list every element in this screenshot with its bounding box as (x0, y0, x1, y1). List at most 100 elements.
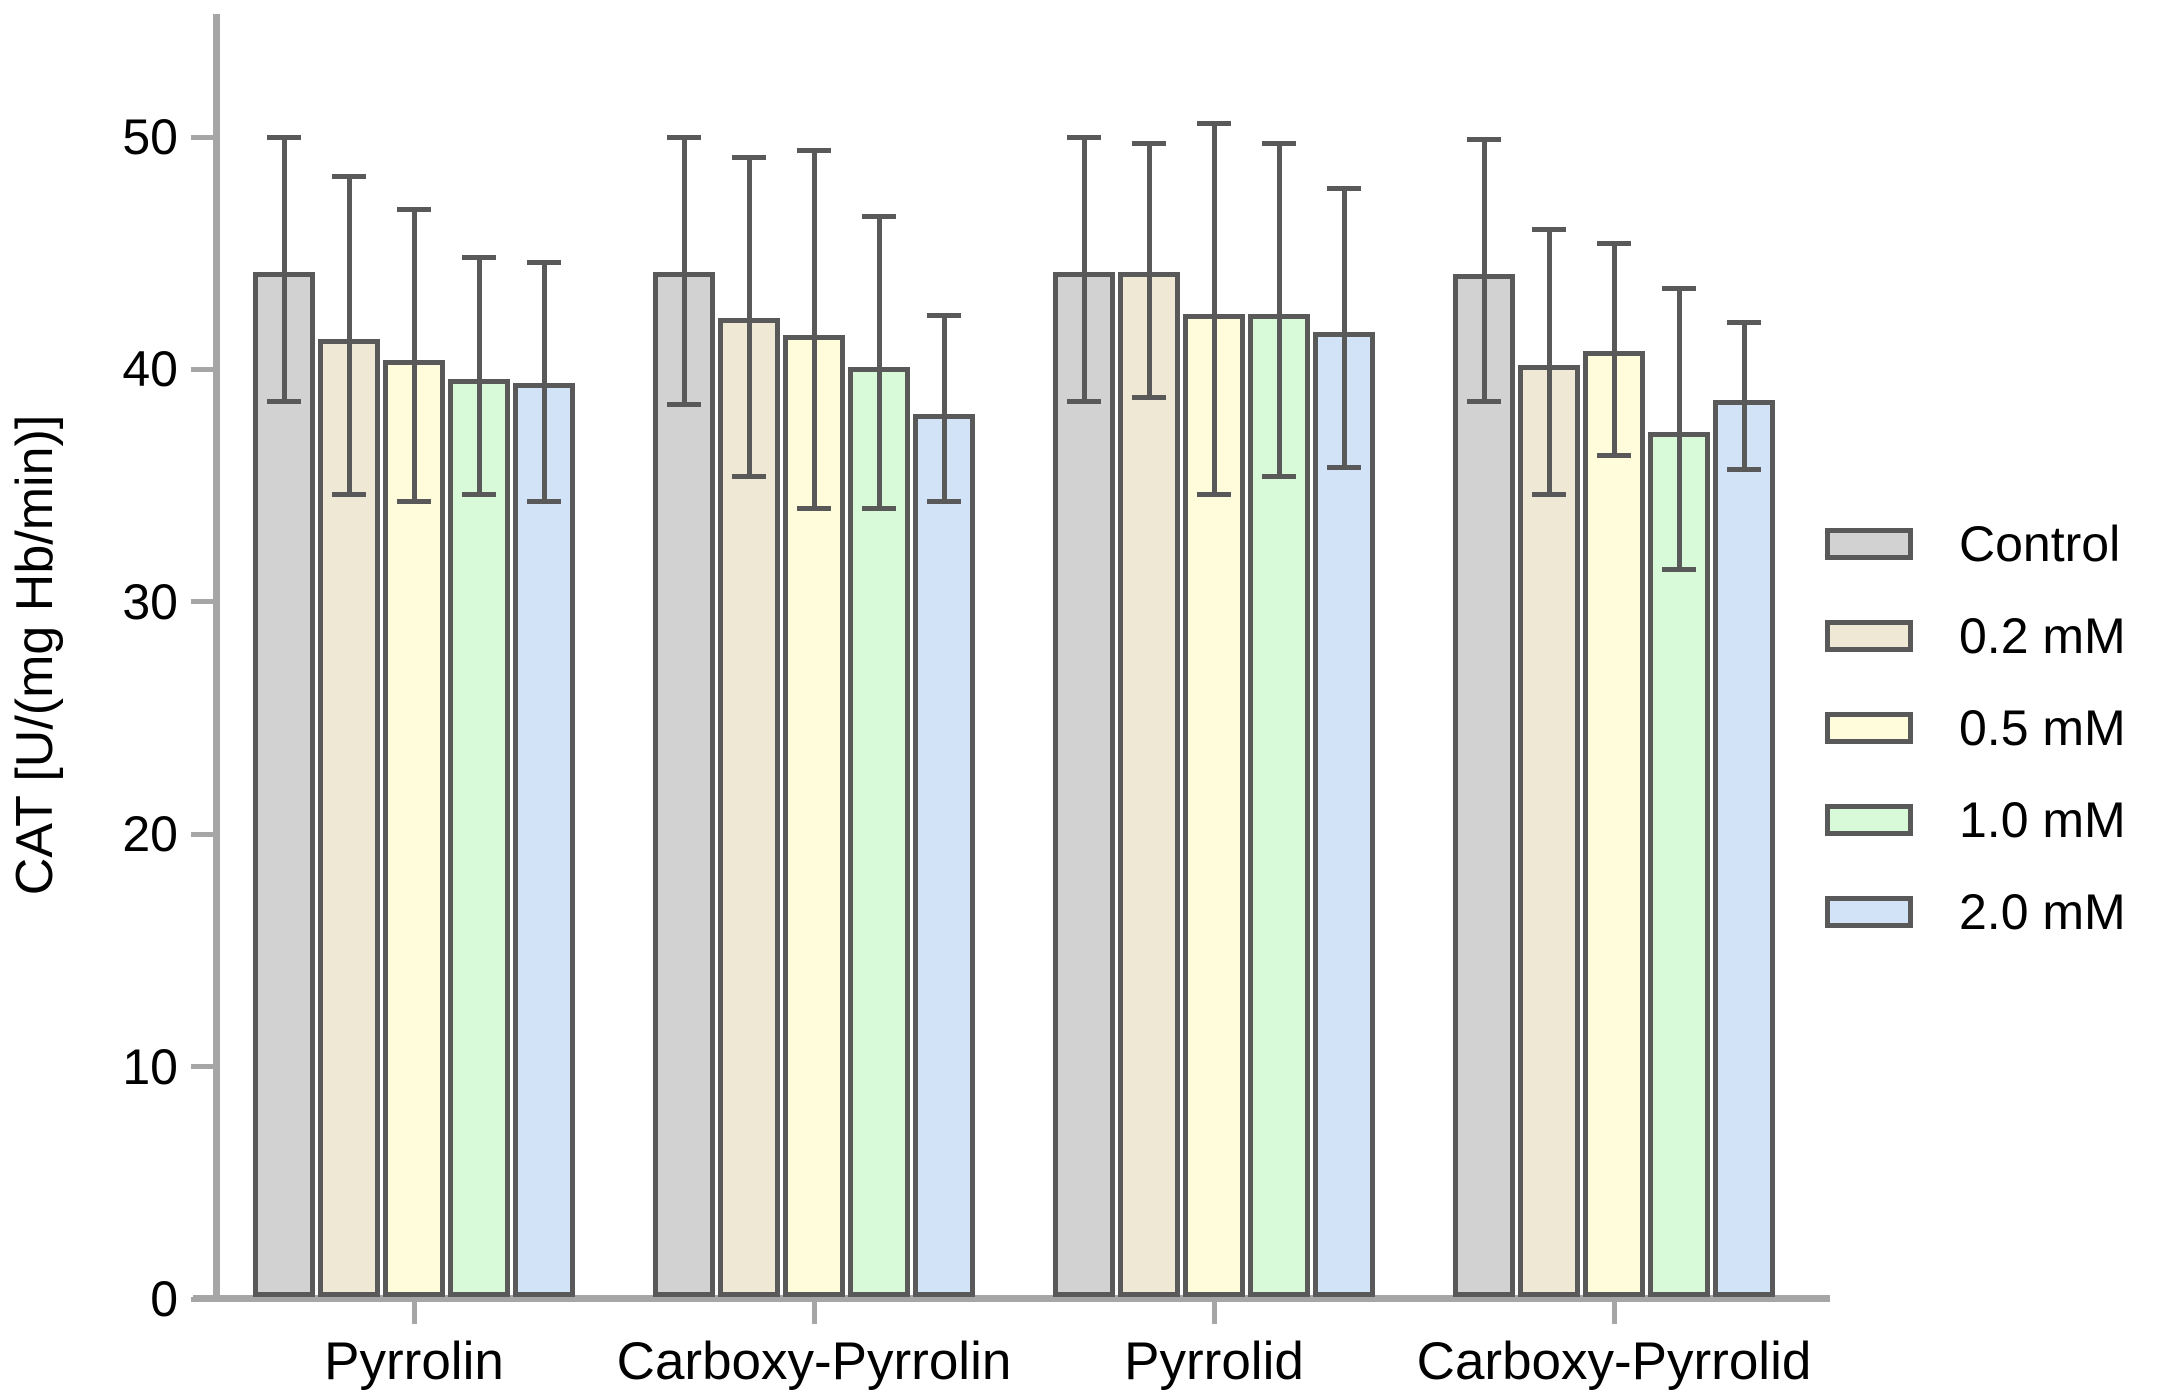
error-bar-line (1211, 123, 1217, 495)
error-bar-cap-bottom (1597, 452, 1631, 458)
legend-swatch (1825, 896, 1913, 928)
x-tick-label: Carboxy-Pyrrolin (616, 1332, 1012, 1391)
error-bar-cap-bottom (1067, 399, 1101, 405)
x-axis-line (193, 1295, 1830, 1302)
legend-label: 0.5 mM (1959, 700, 2126, 756)
y-tick (191, 1064, 213, 1070)
bar (513, 383, 575, 1297)
error-bar-cap-top (1597, 241, 1631, 247)
error-bar-line (1341, 188, 1347, 467)
error-bar-cap-bottom (1532, 492, 1566, 498)
y-tick-label: 0 (150, 1271, 178, 1327)
error-bar-cap-top (732, 155, 766, 161)
error-bar-cap-top (1262, 141, 1296, 147)
error-bar-cap-top (332, 174, 366, 179)
error-bar-cap-bottom (1467, 399, 1501, 405)
bar (1453, 274, 1515, 1297)
error-bar-line (876, 216, 882, 509)
error-bar-cap-top (1532, 227, 1566, 233)
error-bar-line (411, 209, 417, 502)
error-bar-cap-top (1727, 320, 1761, 326)
bar (1313, 332, 1375, 1297)
bar (1583, 350, 1645, 1297)
error-bar-cap-top (1132, 141, 1166, 147)
bar (383, 360, 445, 1297)
error-bar-line (1081, 137, 1087, 402)
error-bar-cap-top (1067, 134, 1101, 140)
error-bar-line (1276, 143, 1282, 477)
bar (318, 339, 380, 1297)
error-bar-cap-bottom (1132, 394, 1166, 400)
y-axis-title: CAT [U/(mg Hb/min)] (6, 414, 64, 896)
error-bar-cap-top (862, 213, 896, 219)
error-bar-line (1611, 243, 1617, 456)
error-bar-cap-bottom (267, 399, 301, 405)
error-bar-cap-top (1662, 285, 1696, 291)
legend-swatch (1825, 712, 1913, 744)
error-bar-cap-bottom (862, 506, 896, 512)
y-axis-line (213, 14, 220, 1302)
bar (848, 367, 910, 1297)
bar (1053, 271, 1115, 1297)
legend-item: Control (1825, 518, 2126, 570)
error-bar-cap-bottom (1327, 464, 1361, 470)
bar (1118, 271, 1180, 1297)
legend-label: Control (1959, 516, 2121, 572)
bar (448, 378, 510, 1297)
error-bar-line (811, 150, 817, 509)
error-bar-cap-top (667, 134, 701, 140)
x-tick-label: Pyrrolid (1124, 1332, 1304, 1391)
error-bar-cap-top (267, 134, 301, 140)
x-tick (411, 1302, 417, 1324)
error-bar-line (541, 262, 547, 502)
error-bar-cap-top (797, 148, 831, 154)
error-bar-cap-top (462, 255, 496, 261)
error-bar-line (1481, 139, 1487, 402)
error-bar-cap-bottom (332, 492, 366, 498)
error-bar-cap-bottom (462, 492, 496, 498)
y-tick-label: 40 (122, 341, 178, 398)
bar (1713, 399, 1775, 1297)
error-bar-line (941, 315, 947, 502)
legend-swatch (1825, 804, 1913, 836)
error-bar-cap-bottom (927, 499, 961, 505)
legend-item: 0.2 mM (1825, 610, 2126, 662)
error-bar-cap-bottom (797, 506, 831, 512)
bar (1518, 364, 1580, 1297)
x-tick-label: Pyrrolin (324, 1332, 504, 1391)
error-bar-line (1546, 229, 1552, 495)
legend-label: 0.2 mM (1959, 608, 2126, 664)
legend-label: 1.0 mM (1959, 792, 2126, 848)
legend-item: 1.0 mM (1825, 794, 2126, 846)
error-bar-line (681, 137, 687, 405)
y-tick-label: 50 (122, 109, 178, 165)
error-bar-cap-bottom (397, 499, 431, 505)
bar (653, 271, 715, 1297)
error-bar-cap-bottom (732, 473, 766, 479)
error-bar-line (1676, 288, 1682, 570)
y-tick-label: 30 (122, 573, 178, 630)
error-bar-line (346, 176, 352, 495)
legend-item: 0.5 mM (1825, 702, 2126, 754)
legend-swatch (1825, 620, 1913, 652)
error-bar-line (281, 137, 287, 402)
y-tick (191, 599, 213, 605)
x-tick (1611, 1302, 1617, 1324)
x-tick (811, 1302, 817, 1324)
y-tick (191, 831, 213, 837)
error-bar-cap-top (1467, 136, 1501, 142)
error-bar-cap-bottom (1262, 473, 1296, 479)
error-bar-cap-top (1197, 120, 1231, 126)
y-tick-label: 10 (122, 1038, 178, 1095)
error-bar-line (746, 157, 752, 477)
bar (913, 413, 975, 1297)
legend: Control 0.2 mM 0.5 mM 1.0 mM 2.0 mM (1825, 518, 2126, 978)
error-bar-line (476, 257, 482, 495)
bar (718, 318, 780, 1297)
error-bar-cap-top (527, 259, 561, 265)
y-tick (191, 1296, 213, 1302)
error-bar-cap-top (397, 206, 431, 212)
error-bar-line (1146, 143, 1152, 398)
